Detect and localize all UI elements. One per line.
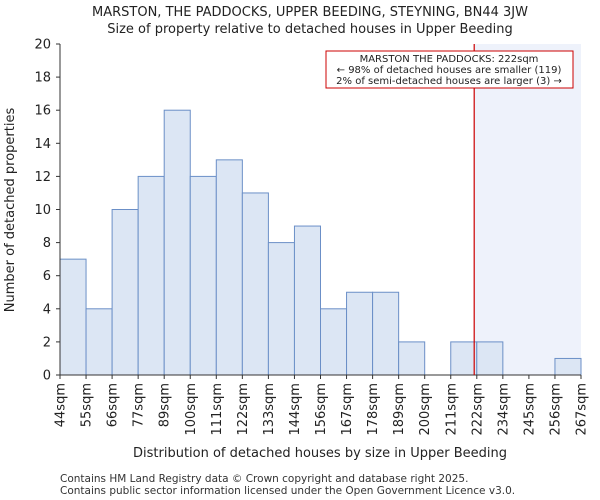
y-tick-label: 16 <box>34 104 51 119</box>
x-tick-label: 77sqm <box>132 383 147 427</box>
bar-256sqm <box>554 357 582 376</box>
bar-55sqm <box>85 308 113 376</box>
x-tick-label: 178sqm <box>366 383 381 436</box>
x-tick-label: 156sqm <box>314 383 329 436</box>
x-tick-label: 122sqm <box>236 383 251 436</box>
footer-line-2: Contains public sector information licen… <box>60 485 515 497</box>
bar-77sqm <box>137 175 165 376</box>
annotation-box <box>325 50 574 89</box>
bar-122sqm <box>241 192 269 376</box>
y-tick-label: 10 <box>34 203 51 218</box>
annotation-line-1: MARSTON THE PADDOCKS: 222sqm <box>360 54 539 65</box>
bar-178sqm <box>372 291 400 376</box>
bar-133sqm <box>267 242 295 376</box>
plot-area: 0 2 4 6 8 10 12 14 16 18 20 44sqm 55sqm 66sqm 77sqm 89s… <box>34 38 589 436</box>
y-tick-label: 8 <box>43 236 51 251</box>
bar-189sqm <box>398 341 426 376</box>
y-tick-label: 2 <box>43 335 51 350</box>
footer-line-1: Contains HM Land Registry data © Crown c… <box>60 473 468 485</box>
x-tick-label: 144sqm <box>288 383 303 436</box>
y-tick-label: 14 <box>34 137 51 152</box>
bar-100sqm <box>189 175 217 376</box>
y-tick-label: 0 <box>43 369 51 384</box>
x-tick-label: 211sqm <box>444 383 459 436</box>
bar-89sqm <box>163 109 191 376</box>
x-axis-label: Distribution of detached houses by size … <box>133 446 507 461</box>
bar-66sqm <box>111 209 139 376</box>
y-tick-label: 4 <box>43 302 51 317</box>
x-tick-label: 189sqm <box>392 383 407 436</box>
x-tick-label: 66sqm <box>106 383 121 427</box>
y-tick-label: 12 <box>34 170 51 185</box>
x-tick-label: 267sqm <box>575 383 590 436</box>
bar-144sqm <box>293 225 322 376</box>
bar-156sqm <box>320 308 348 376</box>
x-tick-label: 89sqm <box>158 383 173 427</box>
bar-44sqm <box>59 258 87 376</box>
x-tick-label: 133sqm <box>262 383 277 436</box>
bar-211sqm <box>450 341 478 376</box>
highlight-region <box>474 44 581 375</box>
x-tick-label: 256sqm <box>548 383 563 436</box>
x-tick-label: 100sqm <box>184 383 199 436</box>
x-tick-label: 55sqm <box>80 383 95 427</box>
bar-167sqm <box>346 291 374 376</box>
x-tick-label: 167sqm <box>340 383 355 436</box>
y-axis-label: Number of detached properties <box>3 108 18 313</box>
chart-title: MARSTON, THE PADDOCKS, UPPER BEEDING, ST… <box>92 5 528 20</box>
y-tick-label: 6 <box>43 269 51 284</box>
x-tick-label: 200sqm <box>418 383 433 436</box>
x-tick-label: 234sqm <box>496 383 511 436</box>
bar-111sqm <box>215 159 243 376</box>
annotation-line-3: 2% of semi-detached houses are larger (3… <box>336 76 562 87</box>
annotation-line-2: ← 98% of detached houses are smaller (11… <box>337 65 562 76</box>
bar-222sqm <box>476 341 504 376</box>
x-tick-label: 245sqm <box>522 383 537 436</box>
x-tick-label: 44sqm <box>54 383 69 427</box>
chart-subtitle: Size of property relative to detached ho… <box>107 22 513 37</box>
y-tick-label: 18 <box>34 71 51 86</box>
x-tick-label: 222sqm <box>470 383 485 436</box>
x-tick-label: 111sqm <box>210 383 225 436</box>
y-tick-label: 20 <box>34 38 51 53</box>
